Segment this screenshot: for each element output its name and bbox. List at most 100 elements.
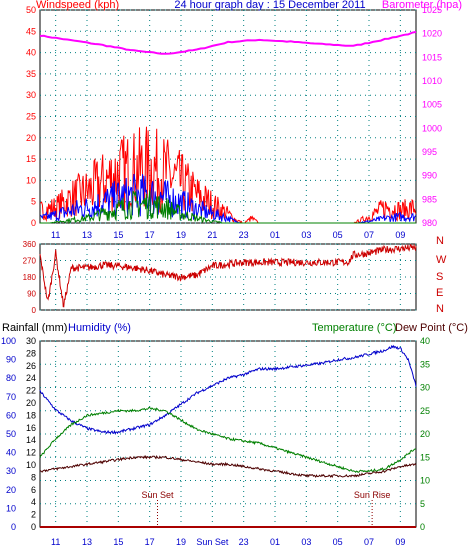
temperature-xtick: 23 — [239, 537, 249, 547]
wind-xtick: 13 — [82, 230, 92, 240]
series-humidity — [39, 344, 417, 435]
rainfall-ytick: 4 — [31, 497, 36, 507]
series-temperature — [39, 406, 417, 473]
humidity-ytick: 0 — [11, 522, 16, 532]
wind-ytick: 20 — [26, 133, 36, 143]
series-dew_point — [39, 454, 417, 479]
rainfall-ytick: 6 — [31, 485, 36, 495]
rainfall-ytick: 22 — [26, 386, 36, 396]
direction-panel-frame — [39, 243, 417, 311]
series-direction — [39, 243, 417, 308]
series-wind_green — [40, 190, 416, 225]
temperature-xtick: 19 — [176, 537, 186, 547]
wind-xtick: 21 — [207, 230, 217, 240]
wind-ytick: 40 — [26, 48, 36, 58]
wind-ytick: 0 — [31, 218, 36, 228]
compass-label: N — [436, 303, 444, 315]
humidity-ytick: 100 — [1, 336, 16, 346]
direction-series — [39, 243, 417, 308]
temperature-series — [39, 344, 417, 528]
rainfall-ytick: 24 — [26, 373, 36, 383]
wind-ytick: 25 — [26, 112, 36, 122]
humidity-ytick: 50 — [6, 429, 16, 439]
wind-ticks: 0510152025303540455098098599099510001005… — [26, 5, 442, 240]
humidity-ytick: 20 — [6, 485, 16, 495]
temperature-ylabel: Temperature (°C) — [312, 322, 396, 334]
temperature-xtick: 03 — [301, 537, 311, 547]
temperature-ytick: 10 — [420, 476, 430, 486]
direction-ytick: 360 — [23, 240, 37, 249]
rainfall-ytick: 28 — [26, 348, 36, 358]
temperature-ytick: 40 — [420, 336, 430, 346]
rainfall-ytick: 2 — [31, 510, 36, 520]
barometer-ytick: 990 — [422, 171, 437, 181]
temperature-xtick: Sun Set — [196, 537, 229, 547]
temperature-xtick: 05 — [333, 537, 343, 547]
wind-ytick: 50 — [26, 5, 36, 15]
rainfall-ytick: 16 — [26, 423, 36, 433]
wind-xtick: 19 — [176, 230, 186, 240]
temperature-xtick: 13 — [82, 537, 92, 547]
rainfall-ytick: 10 — [26, 460, 36, 470]
rainfall-ytick: 0 — [31, 522, 36, 532]
temperature-grid — [40, 340, 416, 528]
compass-label: E — [436, 287, 443, 299]
barometer-ytick: 985 — [422, 194, 437, 204]
barometer-ytick: 980 — [422, 218, 437, 228]
rainfall-ylabel: Rainfall (mm) — [2, 322, 67, 334]
temperature-xtick: 11 — [51, 537, 60, 547]
humidity-ylabel: Humidity (%) — [68, 322, 131, 334]
wind-ytick: 5 — [31, 197, 36, 207]
direction-ytick: 270 — [23, 257, 37, 266]
wind-ytick: 10 — [26, 175, 36, 185]
temperature-ytick: 25 — [420, 406, 430, 416]
humidity-ytick: 90 — [6, 355, 16, 365]
barometer-ytick: 1025 — [422, 5, 442, 15]
rainfall-ytick: 14 — [26, 435, 36, 445]
wind-xtick: 03 — [301, 230, 311, 240]
wind-xtick: 23 — [239, 230, 249, 240]
rainfall-ytick: 12 — [26, 448, 36, 458]
dewpoint-ylabel: Dew Point (°C) — [395, 322, 468, 334]
temperature-xtick: 09 — [395, 537, 405, 547]
temperature-ytick: 35 — [420, 359, 430, 369]
barometer-ytick: 995 — [422, 147, 437, 157]
compass-label: N — [436, 235, 444, 247]
wind-series — [39, 30, 417, 225]
humidity-ytick: 30 — [6, 466, 16, 476]
wind-ytick: 45 — [26, 26, 36, 36]
rainfall-ytick: 20 — [26, 398, 36, 408]
series-barometer — [39, 30, 417, 55]
temperature-ytick: 30 — [420, 383, 430, 393]
rainfall-ytick: 30 — [26, 336, 36, 346]
temperature-ytick: 20 — [420, 429, 430, 439]
barometer-ytick: 1015 — [422, 52, 442, 62]
barometer-ytick: 1005 — [422, 100, 442, 110]
temperature-ticks: 0510152025303540010203040506070809010002… — [1, 336, 430, 547]
wind-xtick: 05 — [333, 230, 343, 240]
temperature-xtick: 07 — [364, 537, 374, 547]
barometer-ytick: 1010 — [422, 76, 442, 86]
barometer-ytick: 1000 — [422, 123, 442, 133]
annotation-label: Sun Rise — [354, 490, 391, 500]
wind-ylabel: Windspeed (kph) — [36, 0, 119, 11]
temperature-ytick: 5 — [420, 499, 425, 509]
wind-xtick: 01 — [270, 230, 280, 240]
temperature-panel: 0510152025303540010203040506070809010002… — [1, 322, 468, 547]
temperature-ytick: 15 — [420, 452, 430, 462]
compass-label: S — [436, 271, 443, 283]
rainfall-ytick: 26 — [26, 361, 36, 371]
direction-ytick: 90 — [27, 290, 36, 299]
wind-ytick: 35 — [26, 69, 36, 79]
humidity-ytick: 10 — [6, 503, 16, 513]
humidity-ytick: 80 — [6, 373, 16, 383]
wind-ytick: 15 — [26, 154, 36, 164]
temperature-xtick: 17 — [145, 537, 155, 547]
annotation-label: Sun Set — [141, 490, 174, 500]
wind-panel: 0510152025303540455098098599099510001005… — [26, 0, 462, 240]
humidity-ytick: 70 — [6, 392, 16, 402]
wind-xtick: 07 — [364, 230, 374, 240]
compass-label: W — [436, 254, 447, 266]
